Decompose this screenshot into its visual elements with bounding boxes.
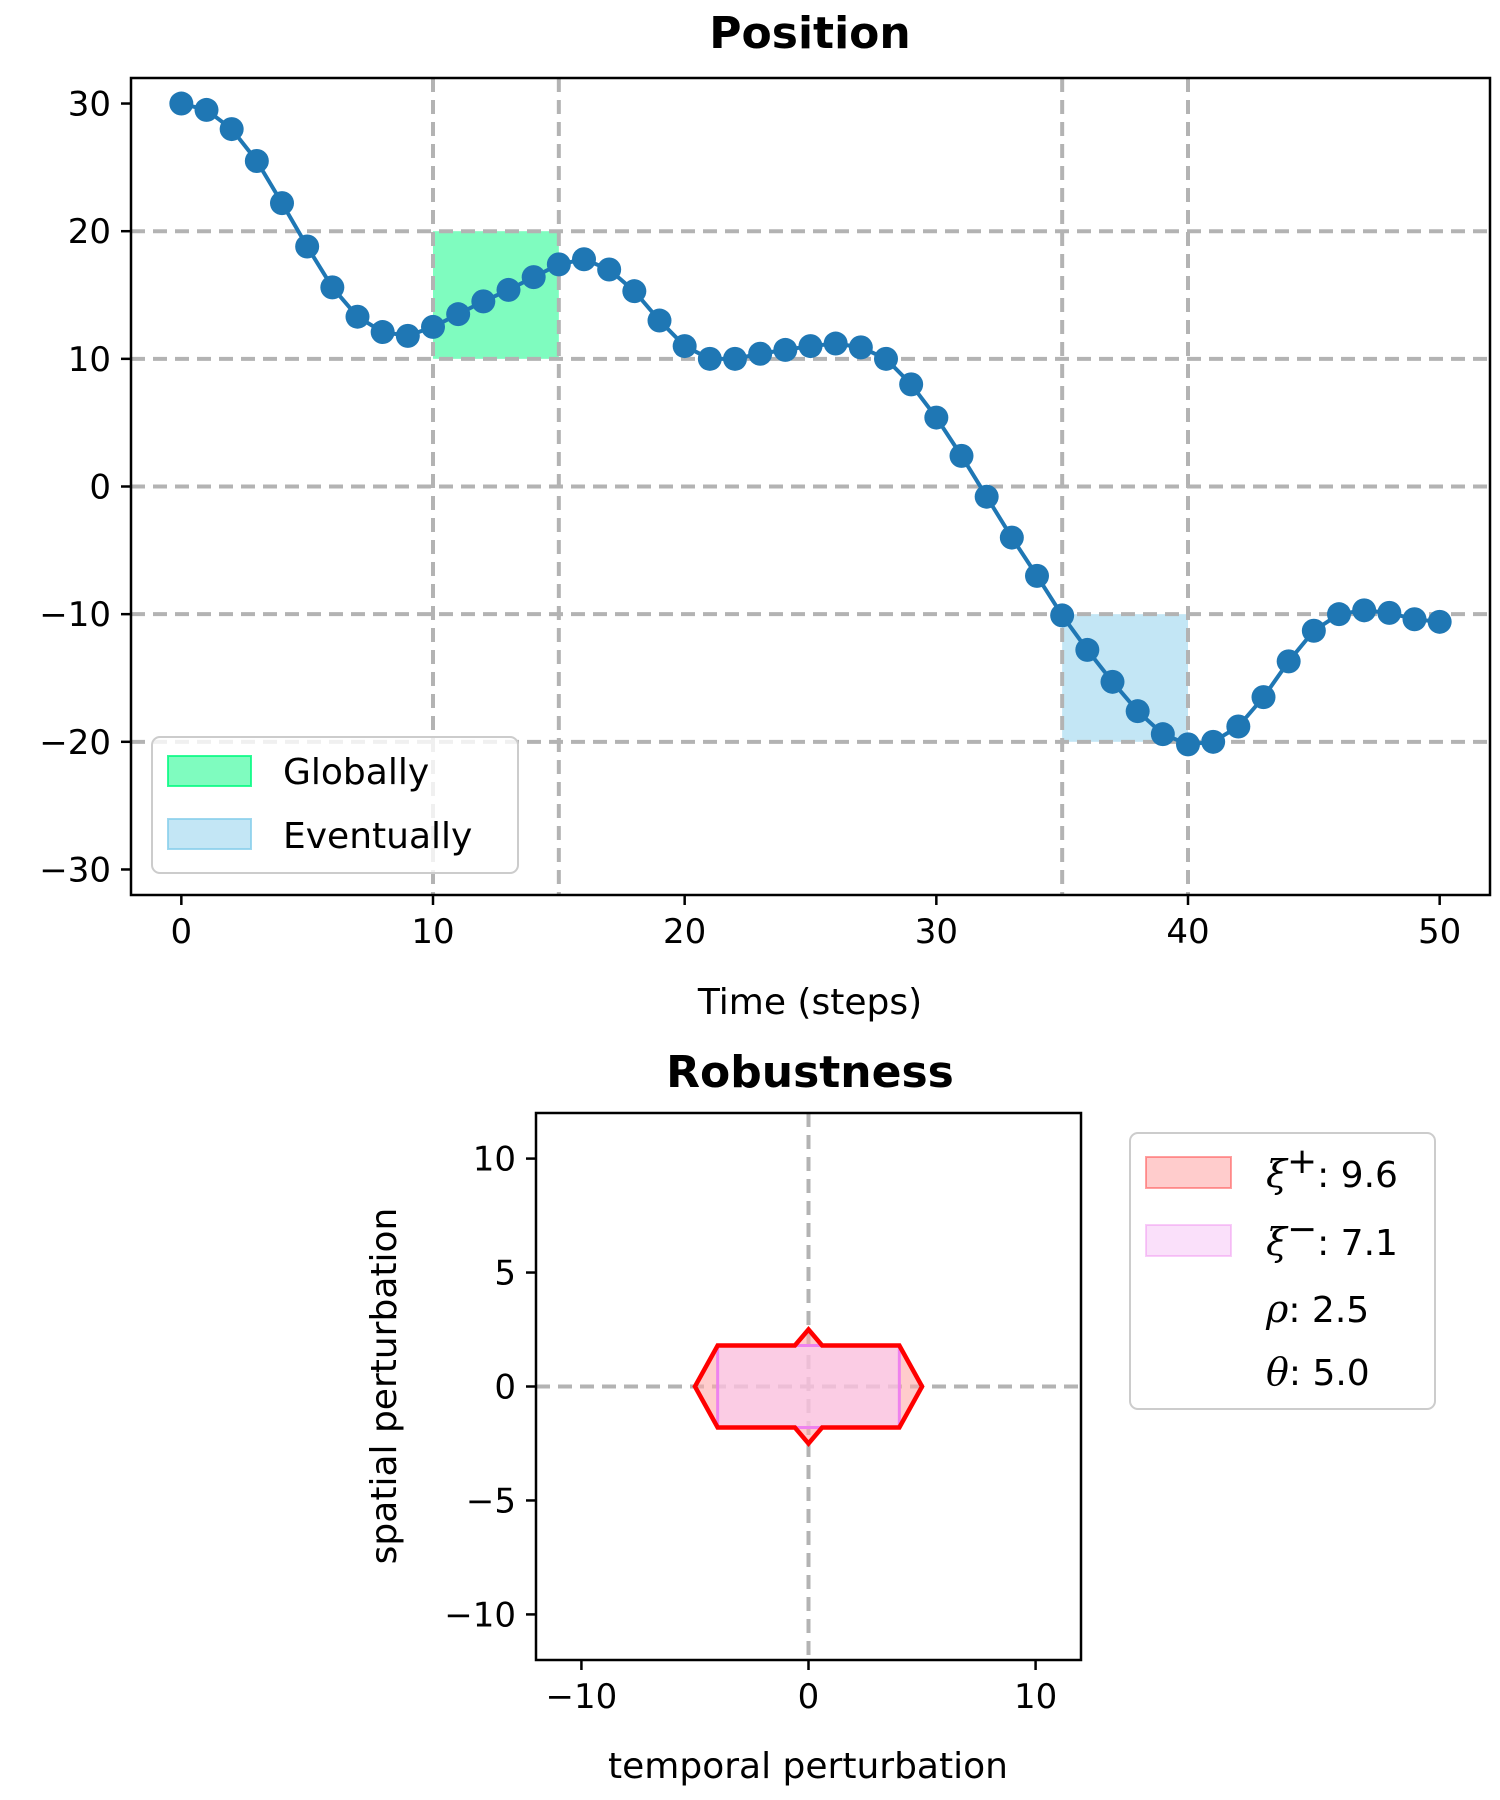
data-point <box>1125 699 1150 724</box>
data-point <box>1276 649 1301 674</box>
y-tick-label: 10 <box>473 1140 516 1180</box>
x-tick-label: 20 <box>663 912 706 952</box>
data-point <box>622 279 647 304</box>
shaded-region <box>1062 614 1188 742</box>
legend-label: ρ: 2.5 <box>1265 1287 1369 1331</box>
series-line <box>180 101 1440 747</box>
chart-title: Position <box>709 8 910 59</box>
data-point <box>1402 607 1427 632</box>
data-point <box>748 341 773 366</box>
y-tick-label: −10 <box>444 1595 516 1635</box>
data-point <box>1176 732 1200 757</box>
x-tick-label: 50 <box>1418 912 1461 952</box>
data-point <box>823 331 848 356</box>
data-point <box>974 484 999 509</box>
legend-label: ξ+: 9.6 <box>1266 1141 1398 1196</box>
data-point <box>773 337 798 362</box>
y-axis-label: spatial perturbation <box>364 1208 405 1565</box>
data-point <box>1100 669 1125 694</box>
data-point <box>647 308 672 333</box>
x-axis-label: temporal perturbation <box>608 1746 1008 1787</box>
data-point <box>899 372 924 397</box>
data-point <box>999 525 1024 550</box>
data-point <box>521 265 546 290</box>
data-point <box>1327 602 1351 627</box>
data-point <box>1352 598 1377 623</box>
legend-swatch <box>1145 1224 1232 1257</box>
x-tick-label: 0 <box>171 912 193 952</box>
data-point <box>949 443 974 468</box>
data-point <box>1075 637 1100 662</box>
x-axis-label: Time (steps) <box>697 982 922 1023</box>
data-point <box>874 346 898 371</box>
data-point <box>597 257 622 282</box>
data-point <box>572 247 596 272</box>
legend-label: Globally <box>283 752 429 793</box>
data-point <box>169 91 194 116</box>
legend-label: θ: 5.0 <box>1266 1350 1370 1394</box>
legend-frame <box>1129 1132 1436 1410</box>
legend: ξ+: 9.6 ξ−: 7.1 ρ: 2.5 θ: 5.0 <box>1129 1132 1436 1410</box>
legend-swatch <box>1145 1156 1232 1189</box>
x-tick-label: 10 <box>411 912 454 952</box>
data-point <box>320 275 345 300</box>
data-point <box>1251 685 1276 710</box>
x-tick-label: 30 <box>915 912 958 952</box>
data-point <box>496 277 521 302</box>
data-point <box>219 117 244 142</box>
data-point <box>1427 609 1452 634</box>
x-tick-label: 0 <box>798 1677 820 1717</box>
data-point <box>345 304 370 329</box>
plot-frame <box>534 1111 1083 1662</box>
robustness-chart: Robustness −10 0 10 10 5 0 −5 −10 temporal pert… <box>364 1047 1436 1787</box>
data-point <box>1201 729 1226 754</box>
data-point <box>244 148 269 173</box>
xi-minus-area <box>716 1343 901 1430</box>
data-point <box>672 334 697 359</box>
legend: Globally Eventually <box>151 736 519 874</box>
xi-plus-outline <box>692 1326 925 1447</box>
data-point <box>370 320 395 345</box>
position-chart: Position 0 10 20 30 40 50 30 20 10 0 −10 −20 −30 Tim… <box>39 8 1492 1023</box>
x-tick-label: 10 <box>1014 1677 1057 1717</box>
data-point <box>1226 714 1251 739</box>
y-tick-label: 0 <box>494 1368 516 1408</box>
y-tick-label: 10 <box>68 340 111 380</box>
chart-title: Robustness <box>666 1047 954 1098</box>
data-point <box>194 97 219 122</box>
legend-label: ξ−: 7.1 <box>1266 1209 1398 1264</box>
data-point <box>848 335 873 360</box>
y-tick-label: −30 <box>39 850 111 890</box>
y-tick-label: 20 <box>68 212 111 252</box>
legend-swatch <box>167 818 252 850</box>
data-point <box>421 314 445 339</box>
legend-swatch <box>167 755 252 787</box>
y-tick-label: −20 <box>39 723 111 763</box>
y-tick-label: −5 <box>466 1481 516 1521</box>
x-tick-label: 40 <box>1166 912 1209 952</box>
data-point <box>798 334 823 359</box>
data-point <box>270 191 294 216</box>
data-point <box>295 234 320 259</box>
data-point <box>1025 563 1049 588</box>
data-point <box>723 346 747 371</box>
y-tick-label: −10 <box>39 595 111 635</box>
data-point <box>924 405 949 430</box>
data-point <box>471 289 496 314</box>
data-point <box>1050 603 1075 628</box>
y-tick-label: 5 <box>494 1254 516 1294</box>
data-point <box>697 346 722 371</box>
data-point <box>446 302 471 327</box>
y-tick-label: 30 <box>68 85 111 125</box>
legend-label: Eventually <box>283 816 472 857</box>
data-point <box>1150 722 1175 747</box>
data-point <box>1377 600 1402 625</box>
x-tick-label: −10 <box>546 1677 618 1717</box>
data-point <box>546 252 571 277</box>
plot-frame <box>129 76 1492 897</box>
data-point <box>395 323 420 348</box>
y-tick-label: 0 <box>89 468 111 508</box>
data-point <box>1301 618 1326 643</box>
